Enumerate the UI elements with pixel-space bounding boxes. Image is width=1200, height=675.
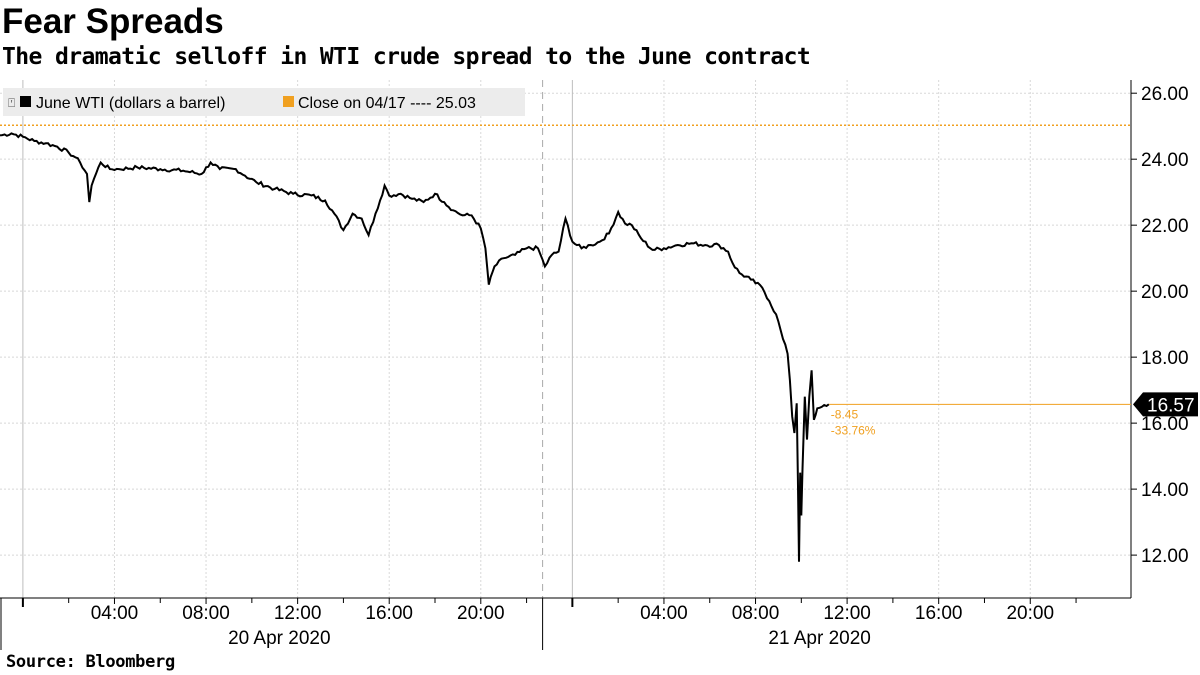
grid-layer [0, 80, 1131, 598]
legend-series-swatch [20, 96, 31, 107]
y-tick-label: 14.00 [1141, 480, 1189, 501]
change-absolute-label: -8.45 [831, 407, 859, 421]
axes-layer [0, 80, 1137, 650]
last-value-label: 16.57 [1147, 395, 1195, 416]
legend-marker-glyph: ⍞ [8, 96, 15, 110]
x-tick-label: 12:00 [274, 603, 322, 624]
x-tick-label: 08:00 [732, 603, 780, 624]
legend-series-label: June WTI (dollars a barrel) [36, 95, 225, 112]
y-tick-label: 18.00 [1141, 348, 1189, 369]
change-percent-label: -33.76% [831, 423, 876, 437]
series-line-june-wti [0, 132, 830, 562]
x-tick-label: 16:00 [365, 603, 413, 624]
legend-reference-label: Close on 04/17 ---- 25.03 [298, 95, 476, 112]
legend-background [3, 88, 525, 116]
chart-title: Fear Spreads [2, 2, 224, 41]
x-tick-label: 20:00 [457, 603, 505, 624]
last-value-badge: 16.57 [1133, 392, 1198, 417]
series-layer [0, 132, 830, 562]
y-tick-label: 16.00 [1141, 414, 1189, 435]
x-tick-label: 04:00 [91, 603, 139, 624]
legend: ⍞ June WTI (dollars a barrel) Close on 0… [3, 88, 525, 116]
x-tick-label: 04:00 [640, 603, 688, 624]
date-label: 20 Apr 2020 [228, 628, 330, 649]
y-tick-label: 12.00 [1141, 546, 1189, 567]
y-tick-label: 22.00 [1141, 216, 1189, 237]
y-tick-label: 20.00 [1141, 282, 1189, 303]
labels-layer: 26.00 24.00 22.00 20.00 18.00 16.00 14.00 12.00… [91, 84, 1198, 649]
reference-layer [0, 124, 1131, 405]
y-tick-label: 24.00 [1141, 150, 1189, 171]
x-tick-label: 08:00 [182, 603, 230, 624]
x-tick-label: 12:00 [823, 603, 871, 624]
x-tick-label: 20:00 [1006, 603, 1054, 624]
date-label: 21 Apr 2020 [768, 628, 870, 649]
last-value-badge-shape [1133, 392, 1198, 417]
y-tick-label: 26.00 [1141, 84, 1189, 105]
legend-reference-swatch [283, 96, 294, 107]
x-tick-label: 16:00 [915, 603, 963, 624]
chart-subtitle: The dramatic selloff in WTI crude spread… [2, 44, 811, 70]
source-note: Source: Bloomberg [6, 652, 175, 672]
